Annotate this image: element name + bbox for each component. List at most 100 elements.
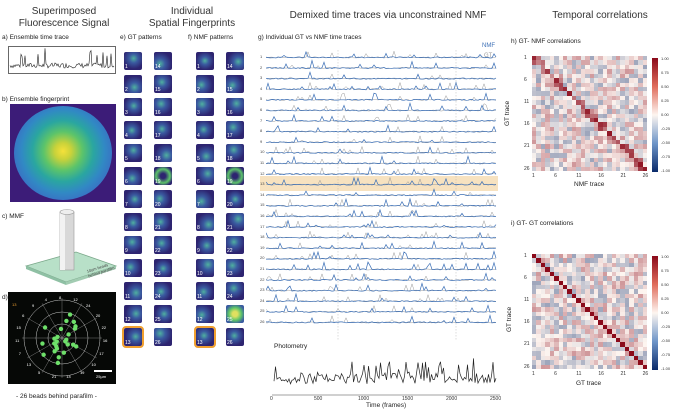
- heatmap-cell: [607, 144, 612, 150]
- panel-f-label: f) NMF patterns: [188, 34, 234, 41]
- heatmap-cell: [607, 162, 612, 167]
- heatmap-cell: [638, 144, 643, 150]
- heatmap-cell: [571, 162, 577, 167]
- heatmap-cell: [532, 153, 537, 158]
- heatmap-y-tick: 16: [524, 319, 530, 326]
- heatmap-cell: [638, 140, 643, 145]
- colorbar-tick: 1.00: [661, 56, 669, 61]
- heatmap-cell: [536, 307, 542, 312]
- heatmap-cell: [616, 280, 621, 286]
- heatmap-cell: [602, 364, 608, 370]
- heatmap-cell: [620, 140, 626, 145]
- heatmap-cell: [536, 82, 542, 88]
- heatmap-cell: [633, 135, 639, 141]
- heatmap-cell: [620, 346, 626, 352]
- heatmap-cell: [589, 333, 595, 339]
- heatmap-cell: [629, 162, 634, 167]
- heatmap-cell: [638, 338, 643, 343]
- heatmap-cell: [549, 109, 555, 114]
- pattern-tile: 1: [196, 52, 214, 70]
- trace-label: 3: [260, 75, 263, 81]
- heatmap-cell: [629, 78, 634, 83]
- heatmap-cell: [611, 360, 617, 365]
- heatmap-cell: [633, 342, 639, 348]
- heatmap-y-tick: 11: [524, 297, 530, 304]
- heatmap-cell: [607, 122, 612, 127]
- heatmap-cell: [585, 333, 590, 339]
- heatmap-cell: [633, 324, 639, 330]
- heatmap-cell: [532, 262, 537, 268]
- heatmap-cell: [540, 86, 546, 92]
- heatmap-cell: [624, 262, 630, 268]
- heatmap-cell: [585, 122, 590, 127]
- heatmap-cell: [585, 307, 590, 312]
- heatmap-cell: [620, 293, 626, 299]
- heatmap-cell: [536, 333, 542, 339]
- heatmap-cell: [589, 69, 595, 74]
- heatmap-cell: [642, 113, 648, 119]
- heatmap-cell: [642, 104, 648, 110]
- heatmap-cell: [585, 271, 590, 277]
- pattern-tile-number: 19: [155, 179, 161, 185]
- heatmap-cell: [593, 86, 599, 92]
- photometry-x-tick: 2500: [490, 396, 502, 402]
- heatmap-cell: [607, 364, 612, 370]
- heatmap-cell: [562, 271, 568, 277]
- heatmap-cell: [611, 104, 617, 110]
- heatmap-cell: [580, 157, 586, 163]
- heatmap-cell: [571, 56, 577, 61]
- ring-number: 19: [79, 370, 85, 376]
- heatmap-cell: [532, 60, 537, 66]
- heatmap-cell: [549, 293, 555, 299]
- heatmap-cell: [562, 298, 568, 303]
- heatmap-cell: [580, 162, 586, 167]
- heatmap-cell: [620, 56, 626, 61]
- colorbar-tick: 1.00: [661, 254, 669, 259]
- heatmap-cell: [554, 78, 559, 83]
- heatmap-cell: [633, 267, 639, 272]
- gt-trace: [266, 283, 497, 292]
- ring-spoke: [41, 303, 63, 339]
- heatmap-cell: [607, 333, 612, 339]
- heatmap-cell: [607, 329, 612, 334]
- colorbar-i: [652, 256, 658, 370]
- heatmap-cell: [593, 346, 599, 352]
- heatmap-cell: [620, 333, 626, 339]
- pattern-tile-number: 14: [155, 64, 161, 70]
- heatmap-cell: [589, 302, 595, 308]
- ensemble-fingerprint-image: [10, 104, 116, 202]
- heatmap-x-tick: 26: [642, 371, 649, 377]
- heatmap-cell: [562, 307, 568, 312]
- heatmap-cell: [576, 126, 581, 132]
- ring-spoke: [61, 337, 97, 359]
- heatmap-cell: [611, 351, 617, 356]
- heatmap-cell: [616, 73, 621, 79]
- panel-h-xlabel: NMF trace: [574, 181, 605, 188]
- panel-h-label: h) GT- NMF correlations: [511, 38, 581, 45]
- heatmap-cell: [593, 302, 599, 308]
- heatmap-cell: [607, 91, 612, 96]
- heatmap-cell: [616, 69, 621, 74]
- pattern-tile-number: 21: [227, 225, 233, 231]
- heatmap-cell: [558, 135, 564, 141]
- heatmap-cell: [554, 280, 559, 286]
- pattern-tile: 16: [154, 98, 172, 116]
- ring-number: 21: [51, 374, 57, 380]
- heatmap-cell: [540, 135, 546, 141]
- heatmap-cell: [620, 109, 626, 114]
- bead: [64, 318, 69, 324]
- heatmap-cell: [638, 320, 643, 325]
- heatmap-cell: [620, 148, 626, 154]
- heatmap-cell: [624, 298, 630, 303]
- heatmap-cell: [593, 329, 599, 334]
- heatmap-x-tick: 1: [532, 173, 535, 179]
- heatmap-cell: [536, 104, 542, 110]
- heatmap-cell: [607, 69, 612, 74]
- heatmap-cell: [576, 64, 581, 70]
- heatmap-cell: [558, 104, 564, 110]
- heatmap-cell: [580, 104, 586, 110]
- heatmap-cell: [558, 109, 564, 114]
- heatmap-cell: [611, 91, 617, 96]
- heatmap-cell: [642, 351, 648, 356]
- heatmap-cell: [633, 157, 639, 163]
